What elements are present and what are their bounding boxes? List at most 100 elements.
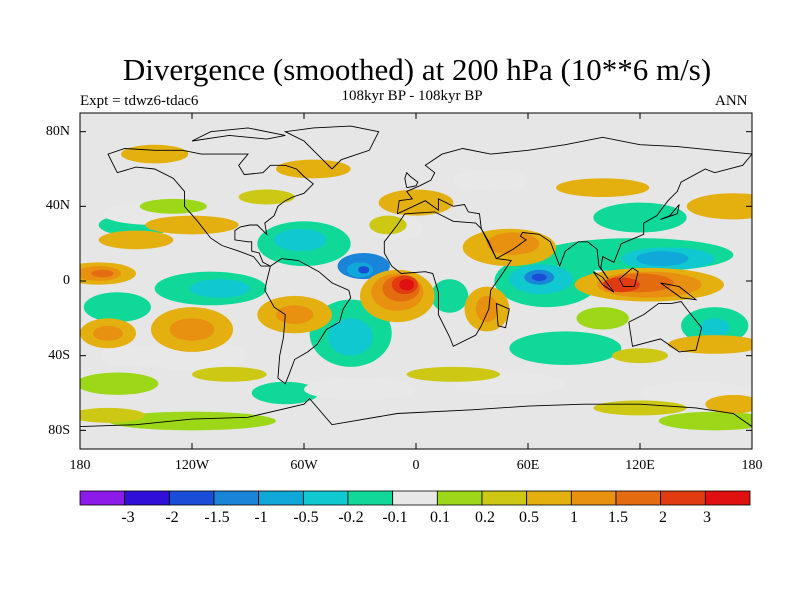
colorbar-swatch [213,490,260,506]
lat-label-40s: 40S [48,348,70,363]
colorbar-swatch [302,490,349,506]
contour-region [80,372,159,395]
contour-region [145,215,239,235]
contour-region [83,292,151,323]
divergence-field [80,144,752,431]
contour-region [190,279,250,298]
contour-region [593,400,687,416]
colorbar-label: -0.5 [293,509,319,526]
coastline [264,258,352,385]
colorbar-swatch [615,490,662,506]
contour-region [139,198,207,214]
colorbar-swatch [258,490,304,506]
lon-label-180e: 180 [741,458,763,473]
lon-label-60w: 60W [290,458,318,473]
lat-label-0: 0 [63,273,70,288]
coastline [660,282,698,301]
coastline [619,267,639,288]
coastline [592,271,615,293]
contour-region [98,230,174,250]
contour-region [636,251,689,267]
contour-region [369,215,407,235]
colorbar-label: -1.5 [204,509,230,526]
period-label: 108kyr BP - 108kyr BP [341,88,483,104]
lon-label-120w: 120W [174,458,210,473]
colorbar-swatch [124,490,170,506]
contour-region [509,331,622,366]
contour-region [136,340,248,371]
lon-label-0: 0 [412,458,420,473]
contour-region [406,366,501,382]
contour-region [475,295,499,323]
colorbar-label: -2 [165,509,179,526]
contour-region [576,307,629,330]
contour-region [430,279,469,313]
coastline [660,204,680,220]
contour-region [238,189,295,205]
contour-region [686,193,752,220]
lon-label-180w: 180 [69,458,91,473]
contour-region [80,407,146,423]
contour-region [668,335,752,354]
contour-region [192,366,267,382]
lat-label-40n: 40N [45,198,70,213]
contour-region [593,202,687,233]
colorbar-label: 0.1 [430,509,450,526]
colorbar-label: -0.1 [382,509,408,526]
contour-region [486,232,540,255]
lon-label-120e: 120E [625,458,655,473]
colorbar-swatch [168,490,215,506]
coastline [191,127,286,142]
colorbar-label: 2 [659,509,667,526]
contour-region [304,378,416,401]
plot-title: Divergence (smoothed) at 200 hPa (10**6 … [122,52,712,87]
colorbar-label: 1.5 [608,509,628,526]
colorbar-label: 1 [570,509,578,526]
contour-region [705,394,752,414]
contour-region [399,279,415,291]
coastline [628,301,703,353]
experiment-label: Expt = tdwz6-tdac6 [80,93,199,109]
colorbar-label: -3 [121,509,135,526]
colorbar-swatch [347,490,394,506]
contour-region [93,325,123,341]
coastline [396,136,752,280]
colorbar-swatch [526,490,572,506]
colorbar-swatch [704,490,751,506]
contour-region [276,305,314,324]
coastlines [80,125,752,428]
colorbar-label: 0.2 [475,509,495,526]
contour-region [100,344,153,367]
coastline [283,125,380,170]
colorbar-swatch [79,490,126,506]
colorbar-swatch [481,490,528,506]
contour-region [328,318,374,356]
contour-region [602,277,640,293]
contour-region [378,189,454,216]
coastline [107,148,314,267]
contour-region [699,318,730,337]
contour-region [658,411,752,431]
coastline [495,302,510,329]
contour-region [276,159,351,179]
contour-region [612,348,668,364]
colorbar [79,490,751,506]
colorbar-swatch [436,490,483,506]
colorbar-swatch [660,490,706,506]
contour-region [274,228,327,252]
coastline [80,397,752,428]
colorbar-swatch [570,490,617,506]
colorbar-label: 3 [703,509,711,526]
colorbar-swatch [392,490,438,506]
colorbar-label: 0.5 [519,509,539,526]
contour-region [251,381,319,405]
contour-region [169,318,215,341]
axis-ticks [79,113,753,449]
lon-label-60e: 60E [516,458,540,473]
season-label: ANN [715,93,748,109]
contour-region [453,169,528,192]
lat-label-80s: 80S [48,423,70,438]
contour-region [531,273,547,281]
colorbar-label: -0.2 [338,509,364,526]
